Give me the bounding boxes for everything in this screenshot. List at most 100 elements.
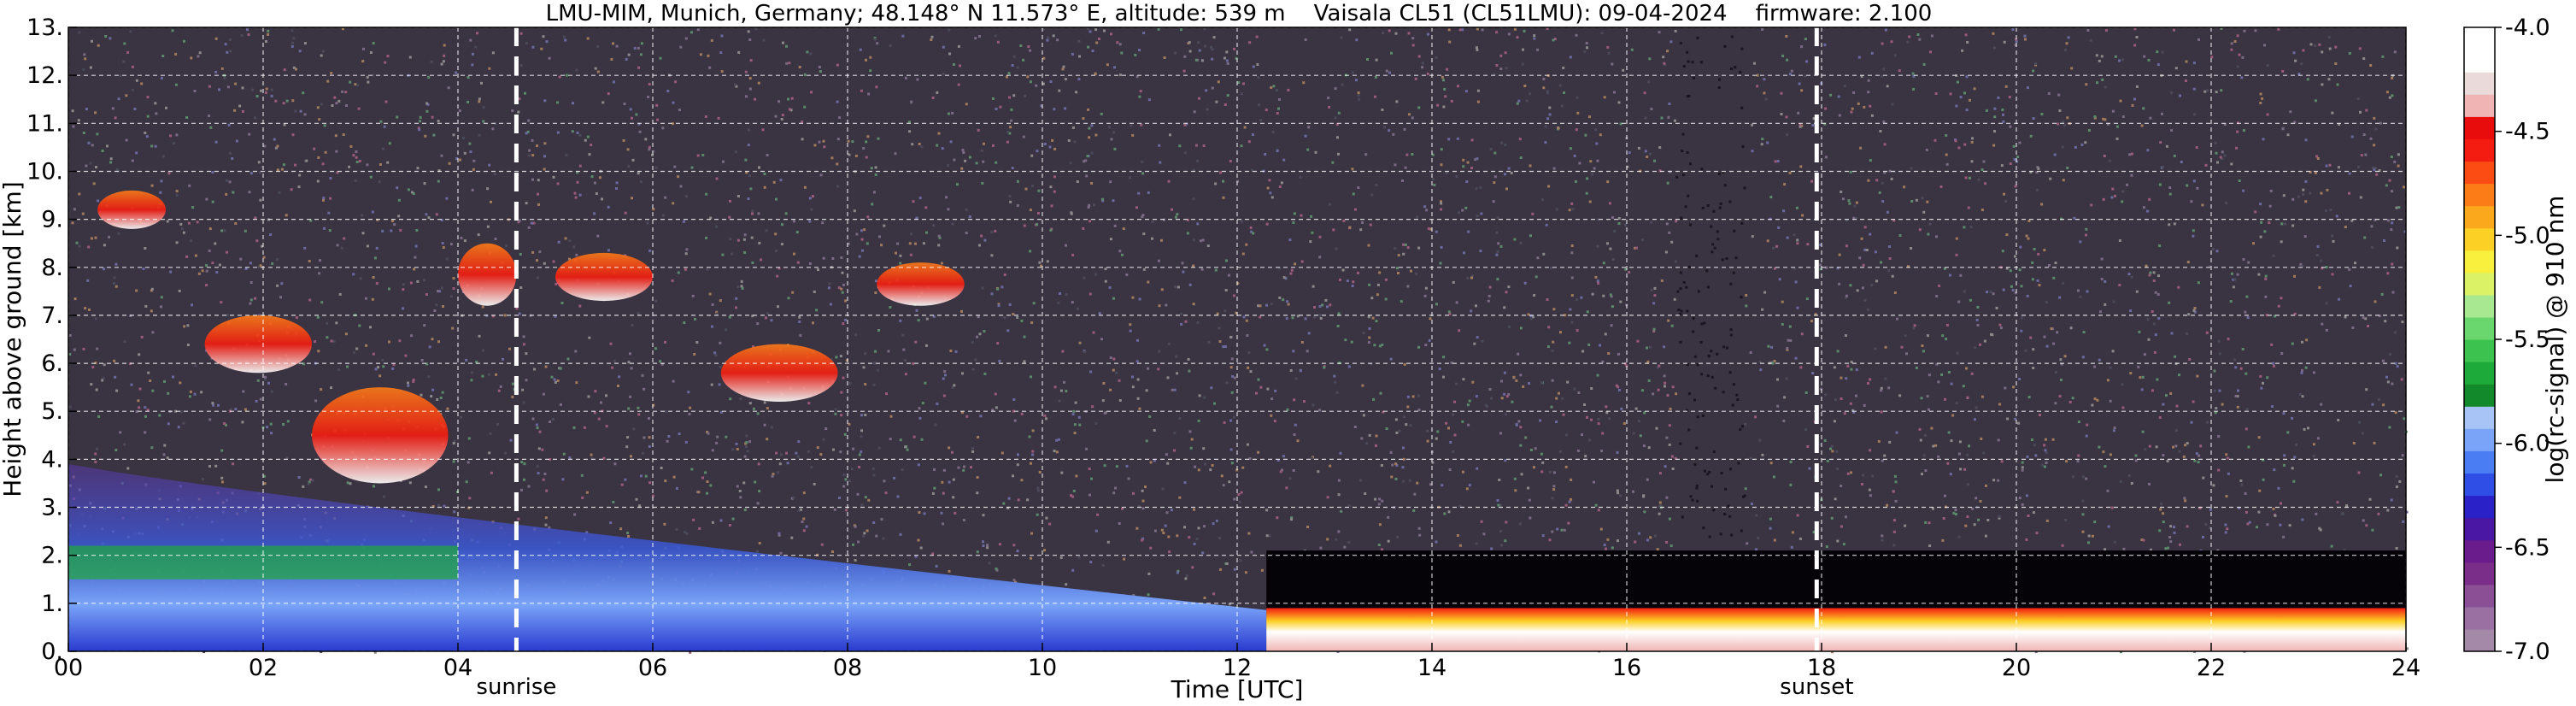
noise-dot <box>178 289 181 292</box>
noise-dot <box>1344 338 1347 342</box>
noise-dot <box>1049 185 1053 189</box>
noise-dot <box>1442 79 1445 82</box>
noise-dot <box>249 281 253 284</box>
noise-dot <box>2362 133 2366 136</box>
noise-dot <box>522 343 525 346</box>
noise-dot <box>1910 200 1914 203</box>
noise-dot <box>1653 534 1657 538</box>
noise-dot <box>1963 226 1966 229</box>
noise-dot <box>860 435 863 438</box>
noise-dot <box>259 397 262 401</box>
noise-dot <box>942 491 945 495</box>
noise-dot <box>154 144 157 148</box>
noise-dot <box>2396 246 2399 250</box>
noise-dot <box>1727 504 1730 508</box>
noise-dot <box>291 133 295 137</box>
noise-dot <box>2244 310 2247 314</box>
noise-dot <box>1136 397 1140 400</box>
noise-dot <box>2029 170 2033 174</box>
noise-dot <box>1402 457 1405 461</box>
noise-dot <box>85 164 88 168</box>
noise-dot <box>1919 438 1922 442</box>
noise-dot <box>1580 296 1583 299</box>
noise-dot <box>1247 140 1251 144</box>
noise-dot <box>511 395 514 398</box>
noise-dot <box>1438 368 1441 371</box>
noise-dot <box>976 335 979 338</box>
noise-dot <box>1496 216 1499 220</box>
noise-dot <box>1278 97 1281 101</box>
noise-dot <box>2133 27 2137 31</box>
noise-dot <box>2272 362 2274 365</box>
noise-dot <box>1697 290 1700 293</box>
noise-dot <box>409 281 413 285</box>
noise-dot <box>2315 512 2318 515</box>
noise-dot <box>1713 246 1716 250</box>
noise-dot <box>1857 56 1861 59</box>
noise-dot <box>2170 129 2174 132</box>
noise-dot <box>452 277 455 280</box>
noise-dot <box>2085 434 2088 438</box>
noise-dot <box>352 273 355 276</box>
noise-dot <box>738 490 742 492</box>
noise-dot <box>940 262 943 265</box>
noise-dot <box>1934 92 1938 95</box>
noise-dot <box>1558 450 1562 453</box>
noise-dot <box>527 154 531 157</box>
noise-dot <box>1090 151 1094 155</box>
noise-dot <box>1597 509 1600 512</box>
noise-dot <box>1879 130 1882 132</box>
noise-dot <box>1145 439 1148 443</box>
noise-dot <box>1804 38 1807 41</box>
noise-dot <box>1773 267 1776 270</box>
noise-dot <box>424 134 427 138</box>
noise-dot <box>986 546 989 550</box>
noise-dot <box>1985 484 1987 487</box>
noise-dot <box>388 340 390 344</box>
noise-dot <box>2127 474 2131 478</box>
noise-dot <box>94 452 97 456</box>
noise-dot <box>1728 200 1732 203</box>
noise-dot <box>1714 386 1717 390</box>
noise-dot <box>1861 286 1864 290</box>
noise-dot <box>1479 185 1482 189</box>
noise-dot <box>427 216 431 220</box>
noise-dot <box>489 432 492 435</box>
noise-dot <box>523 478 525 481</box>
noise-dot <box>1036 513 1039 516</box>
noise-dot <box>531 250 535 254</box>
noise-dot <box>2373 116 2376 120</box>
noise-dot <box>1546 117 1550 121</box>
noise-dot <box>1088 292 1092 296</box>
noise-dot <box>1423 205 1427 209</box>
noise-dot <box>1138 297 1141 301</box>
noise-dot <box>1611 258 1615 261</box>
noise-dot <box>1192 264 1195 268</box>
noise-dot <box>2045 301 2048 303</box>
noise-dot <box>208 249 211 252</box>
noise-dot <box>337 99 341 103</box>
noise-dot <box>789 109 793 112</box>
noise-dot <box>1337 152 1340 156</box>
noise-dot <box>1382 410 1385 414</box>
noise-dot <box>1865 249 1869 251</box>
noise-dot <box>255 239 259 243</box>
noise-dot <box>2197 281 2200 285</box>
noise-dot <box>1957 300 1961 303</box>
noise-dot <box>1281 468 1284 472</box>
noise-dot <box>1364 492 1367 495</box>
noise-dot <box>1090 182 1094 185</box>
noise-dot <box>1921 197 1924 200</box>
noise-dot <box>1347 540 1351 544</box>
noise-dot <box>995 161 998 164</box>
noise-dot <box>1761 453 1764 456</box>
noise-dot <box>117 97 120 101</box>
noise-dot <box>2002 120 2005 123</box>
noise-dot <box>2303 427 2306 431</box>
noise-dot <box>437 503 440 507</box>
noise-dot <box>1964 176 1968 179</box>
noise-dot <box>494 238 497 240</box>
noise-dot <box>83 53 86 56</box>
noise-dot <box>766 312 770 315</box>
noise-dot <box>1980 209 1984 212</box>
